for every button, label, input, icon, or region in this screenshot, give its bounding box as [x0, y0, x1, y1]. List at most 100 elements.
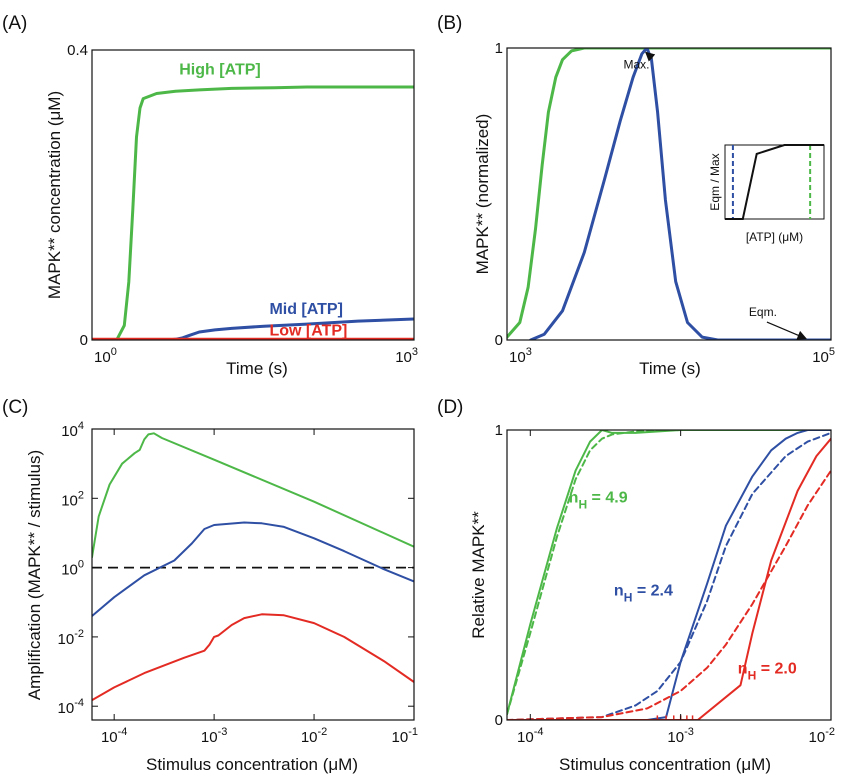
tick-base: 10: [301, 729, 318, 746]
label-subscript: H: [624, 590, 633, 604]
tick-exponent: -2: [74, 628, 84, 640]
series-line-green: [92, 432, 414, 559]
tick-base: 10: [94, 349, 111, 366]
tick-exponent: -3: [218, 726, 228, 738]
tick-exponent: 4: [78, 420, 84, 432]
y-tick-label: 100: [61, 559, 84, 579]
series-label: nH = 2.4: [614, 582, 673, 604]
panel-label: (D): [437, 397, 463, 418]
tick-base: 10: [667, 729, 684, 746]
annotation-label: Max.: [623, 57, 649, 71]
series-line-red-dashed: [507, 469, 831, 720]
tick-base: 10: [392, 729, 409, 746]
tick-base: 10: [58, 700, 75, 717]
series-group: [507, 430, 831, 720]
x-axis-label: Time (s): [639, 359, 701, 378]
tick-exponent: 2: [78, 489, 84, 501]
series-line-red: [507, 437, 831, 720]
inset-curve: [725, 144, 824, 220]
tick-exponent: -2: [825, 726, 835, 738]
series-label: nH = 2.0: [738, 661, 797, 683]
y-axis-label: MAPK** (normalized): [473, 114, 492, 275]
label-value: = 2.0: [756, 661, 797, 678]
tick-exponent: -4: [534, 726, 544, 738]
series-group: [92, 432, 414, 702]
tick-exponent: -1: [408, 726, 418, 738]
x-tick-label: 103: [395, 346, 418, 366]
y-tick-label: 1: [495, 40, 503, 57]
tick-base: 10: [809, 729, 826, 746]
annotation-label: Eqm.: [749, 305, 777, 319]
label-base: n: [614, 582, 624, 599]
panel-label: (A): [2, 13, 27, 34]
x-tick-label: 10-2: [301, 726, 327, 746]
series-line-green-dashed: [507, 430, 831, 716]
series-line-green: [115, 85, 414, 340]
y-tick-label: 104: [61, 420, 84, 440]
tick-base: 10: [61, 423, 78, 440]
tick-base: 10: [517, 729, 534, 746]
inset-frame: [724, 144, 825, 220]
y-tick-label: 102: [61, 489, 84, 509]
tick-base: 10: [509, 349, 526, 366]
plot-frame: [506, 429, 832, 721]
label-subscript: H: [748, 669, 757, 683]
tick-exponent: -4: [74, 697, 84, 709]
inset-x-label: [ATP] (μM): [746, 230, 803, 244]
label-base: n: [569, 490, 579, 507]
label-value: = 2.4: [632, 582, 673, 599]
series-line-blue-dashed: [507, 431, 831, 720]
tick-base: 10: [395, 349, 412, 366]
y-tick-label: 1: [495, 422, 503, 439]
label-value: = 4.9: [587, 490, 628, 507]
label-subscript: H: [578, 498, 587, 512]
tick-exponent: -3: [684, 726, 694, 738]
tick-base: 10: [201, 729, 218, 746]
series-line-blue: [92, 521, 414, 617]
tick-base: 10: [61, 562, 78, 579]
x-tick-label: 10-4: [517, 726, 543, 746]
tick-exponent: 3: [526, 346, 532, 358]
series-line-red: [92, 613, 414, 702]
x-tick-label: 10-3: [201, 726, 227, 746]
tick-exponent: 5: [829, 346, 835, 358]
plot-frame: [91, 428, 415, 721]
tick-base: 10: [61, 492, 78, 509]
annotation-arrow: [766, 321, 808, 340]
x-tick-label: 10-4: [101, 726, 127, 746]
inset-y-label: Eqm / Max: [708, 153, 722, 210]
plot-frame: [506, 47, 832, 341]
x-tick-label: 10-2: [809, 726, 835, 746]
y-tick-label: 0: [80, 332, 88, 349]
panel-label: (B): [437, 13, 462, 34]
series-line-blue: [92, 317, 414, 340]
tick-exponent: -4: [118, 726, 128, 738]
tick-base: 10: [101, 729, 118, 746]
y-tick-label: 0: [495, 712, 503, 729]
series-label: Mid [ATP]: [269, 301, 342, 318]
label-base: n: [738, 661, 748, 678]
y-tick-label: 10-2: [58, 628, 84, 648]
series-label: nH = 4.9: [569, 490, 628, 512]
x-tick-label: 103: [509, 346, 532, 366]
tick-base: 10: [58, 631, 75, 648]
x-tick-label: 100: [94, 346, 117, 366]
series-label: Low [ATP]: [269, 323, 347, 340]
y-tick-label: 0.4: [67, 42, 88, 59]
y-tick-label: 10-4: [58, 697, 84, 717]
annotation-arrow: [645, 51, 656, 62]
x-tick-label: 105: [812, 346, 835, 366]
tick-base: 10: [812, 349, 829, 366]
series-line-green: [507, 48, 831, 339]
y-tick-label: 0: [495, 332, 503, 349]
x-tick-label: 10-1: [392, 726, 418, 746]
tick-exponent: 0: [111, 346, 117, 358]
x-axis-label: Stimulus concentration (μM): [559, 755, 771, 774]
tick-exponent: -2: [318, 726, 328, 738]
tick-exponent: 0: [78, 559, 84, 571]
series-group: [92, 85, 414, 340]
tick-exponent: 3: [412, 346, 418, 358]
x-axis-label: Time (s): [226, 359, 288, 378]
plot-frame: [91, 49, 415, 341]
